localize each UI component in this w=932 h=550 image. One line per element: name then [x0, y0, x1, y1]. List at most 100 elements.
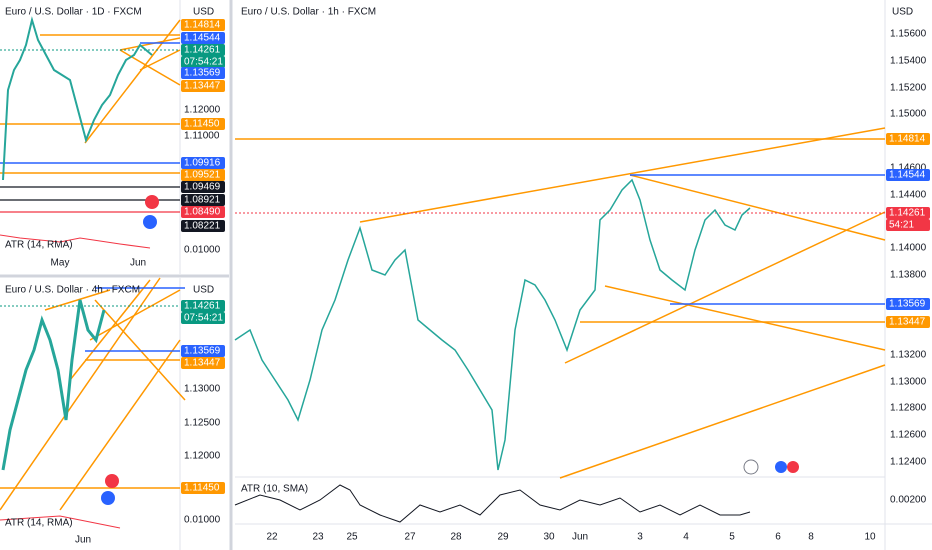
price-tag-label: 1.11450	[184, 483, 220, 494]
price-tag-label: 1.14814	[184, 20, 221, 31]
price-tag	[886, 207, 930, 219]
chart-title: Euro / U.S. Dollar · 1D · FXCM	[5, 7, 142, 18]
price-axis-label: 1.13000	[184, 384, 221, 395]
time-axis-label: 3	[637, 532, 643, 543]
event-icon[interactable]	[101, 491, 115, 505]
price-tag-label: 1.13447	[889, 317, 926, 328]
price-axis-label: 1.12500	[184, 418, 221, 429]
drawings	[235, 127, 886, 479]
indicator-line	[0, 515, 121, 529]
currency: USD	[193, 285, 214, 296]
event-icon[interactable]	[145, 195, 159, 209]
price-axis-label: 1.15400	[890, 56, 927, 67]
price-tag-label: 1.14814	[889, 134, 926, 145]
price-tag-label: 07:54:21	[184, 313, 223, 324]
time-axis-label: 25	[346, 532, 358, 543]
price-tag-label: 07:54:21	[184, 57, 223, 68]
price-tag	[181, 157, 225, 169]
price-tag-label: 1.14544	[889, 170, 926, 181]
price-axis-label: 1.12600	[890, 430, 927, 441]
price-axis-label: 1.12000	[184, 451, 221, 462]
price-tag-label: 54:21	[889, 220, 914, 231]
price-tag	[181, 44, 225, 56]
price-tag-label: 1.09469	[184, 182, 221, 193]
price-tag	[181, 56, 225, 68]
price-tag	[181, 118, 225, 130]
price-series	[1, 299, 106, 471]
price-tag-label: 1.14261	[184, 45, 221, 56]
time-axis-label: 29	[497, 532, 509, 543]
indicator-line	[0, 234, 151, 249]
price-tag	[181, 357, 225, 369]
price-tag	[886, 169, 930, 181]
price-tag	[181, 67, 225, 79]
price-tag-label: 1.13569	[184, 346, 221, 357]
price-tag	[181, 181, 225, 193]
price-tag	[181, 80, 225, 92]
price-tag	[181, 19, 225, 31]
price-axis-label: 1.14000	[890, 243, 927, 254]
price-tag-label: 1.13569	[184, 68, 221, 79]
drawings	[0, 19, 181, 174]
time-axis-label: 6	[775, 532, 781, 543]
time-axis-label: 10	[864, 532, 876, 543]
event-icon[interactable]	[143, 215, 157, 229]
price-tag-label: 1.13447	[184, 81, 221, 92]
currency: USD	[193, 7, 214, 18]
price-tag	[181, 206, 225, 218]
time-axis-label: 30	[543, 532, 555, 543]
price-tag	[886, 133, 930, 145]
price-tag	[181, 169, 225, 181]
price-axis-label: 1.14600	[890, 163, 927, 174]
indicator-label: ATR (10, SMA)	[241, 484, 308, 495]
indicator-axis-label: 0.01000	[184, 515, 221, 526]
price-axis-label: 1.14400	[890, 190, 927, 201]
time-axis-label: 27	[404, 532, 416, 543]
time-axis-label: 22	[266, 532, 278, 543]
time-axis-label: May	[51, 258, 70, 269]
price-axis-label: 1.13800	[890, 270, 927, 281]
price-axis-label: 1.15000	[890, 109, 927, 120]
price-tag-label: 1.09521	[184, 170, 221, 181]
price-series	[2, 16, 153, 181]
price-tag	[886, 298, 930, 310]
price-series	[234, 178, 751, 471]
price-tag-label: 1.09916	[184, 158, 221, 169]
price-tag-label: 1.13447	[184, 358, 221, 369]
price-tag	[181, 300, 225, 312]
indicator-axis-label: 0.01000	[184, 245, 221, 256]
price-axis-label: 1.12000	[184, 105, 221, 116]
price-tag-label: 1.08221	[184, 221, 221, 232]
price-axis-label: 1.12400	[890, 457, 927, 468]
time-axis-label: 4	[683, 532, 689, 543]
indicator-label: ATR (14, RMA)	[5, 240, 73, 251]
indicator-label: ATR (14, RMA)	[5, 518, 73, 529]
event-icon[interactable]	[787, 461, 799, 473]
time-axis-label: Jun	[130, 258, 146, 269]
price-axis-label: 1.11000	[184, 131, 220, 142]
price-axis-label: 1.13000	[890, 377, 927, 388]
event-icon[interactable]	[105, 474, 119, 488]
price-tag-label: 1.14544	[184, 33, 221, 44]
price-axis-label: 1.13200	[890, 350, 927, 361]
time-axis-label: 23	[312, 532, 324, 543]
price-tag-label: 1.14261	[184, 301, 221, 312]
event-icon[interactable]	[743, 459, 759, 475]
price-axis-label: 1.12800	[890, 403, 927, 414]
event-icon[interactable]	[775, 461, 787, 473]
time-axis-label: Jun	[572, 532, 588, 543]
time-axis-label: Jun	[75, 535, 91, 546]
currency: USD	[892, 7, 913, 18]
indicator-axis-label: 0.00200	[890, 495, 927, 506]
time-axis-label: 8	[808, 532, 814, 543]
price-tag	[181, 482, 225, 494]
time-axis-label: 28	[450, 532, 462, 543]
price-tag	[181, 194, 225, 206]
time-axis-label: 5	[729, 532, 735, 543]
drawings	[0, 277, 186, 511]
price-tag-label: 1.08490	[184, 207, 221, 218]
price-axis-label: 1.15600	[890, 29, 927, 40]
price-tag	[181, 220, 225, 232]
price-tag	[886, 316, 930, 328]
